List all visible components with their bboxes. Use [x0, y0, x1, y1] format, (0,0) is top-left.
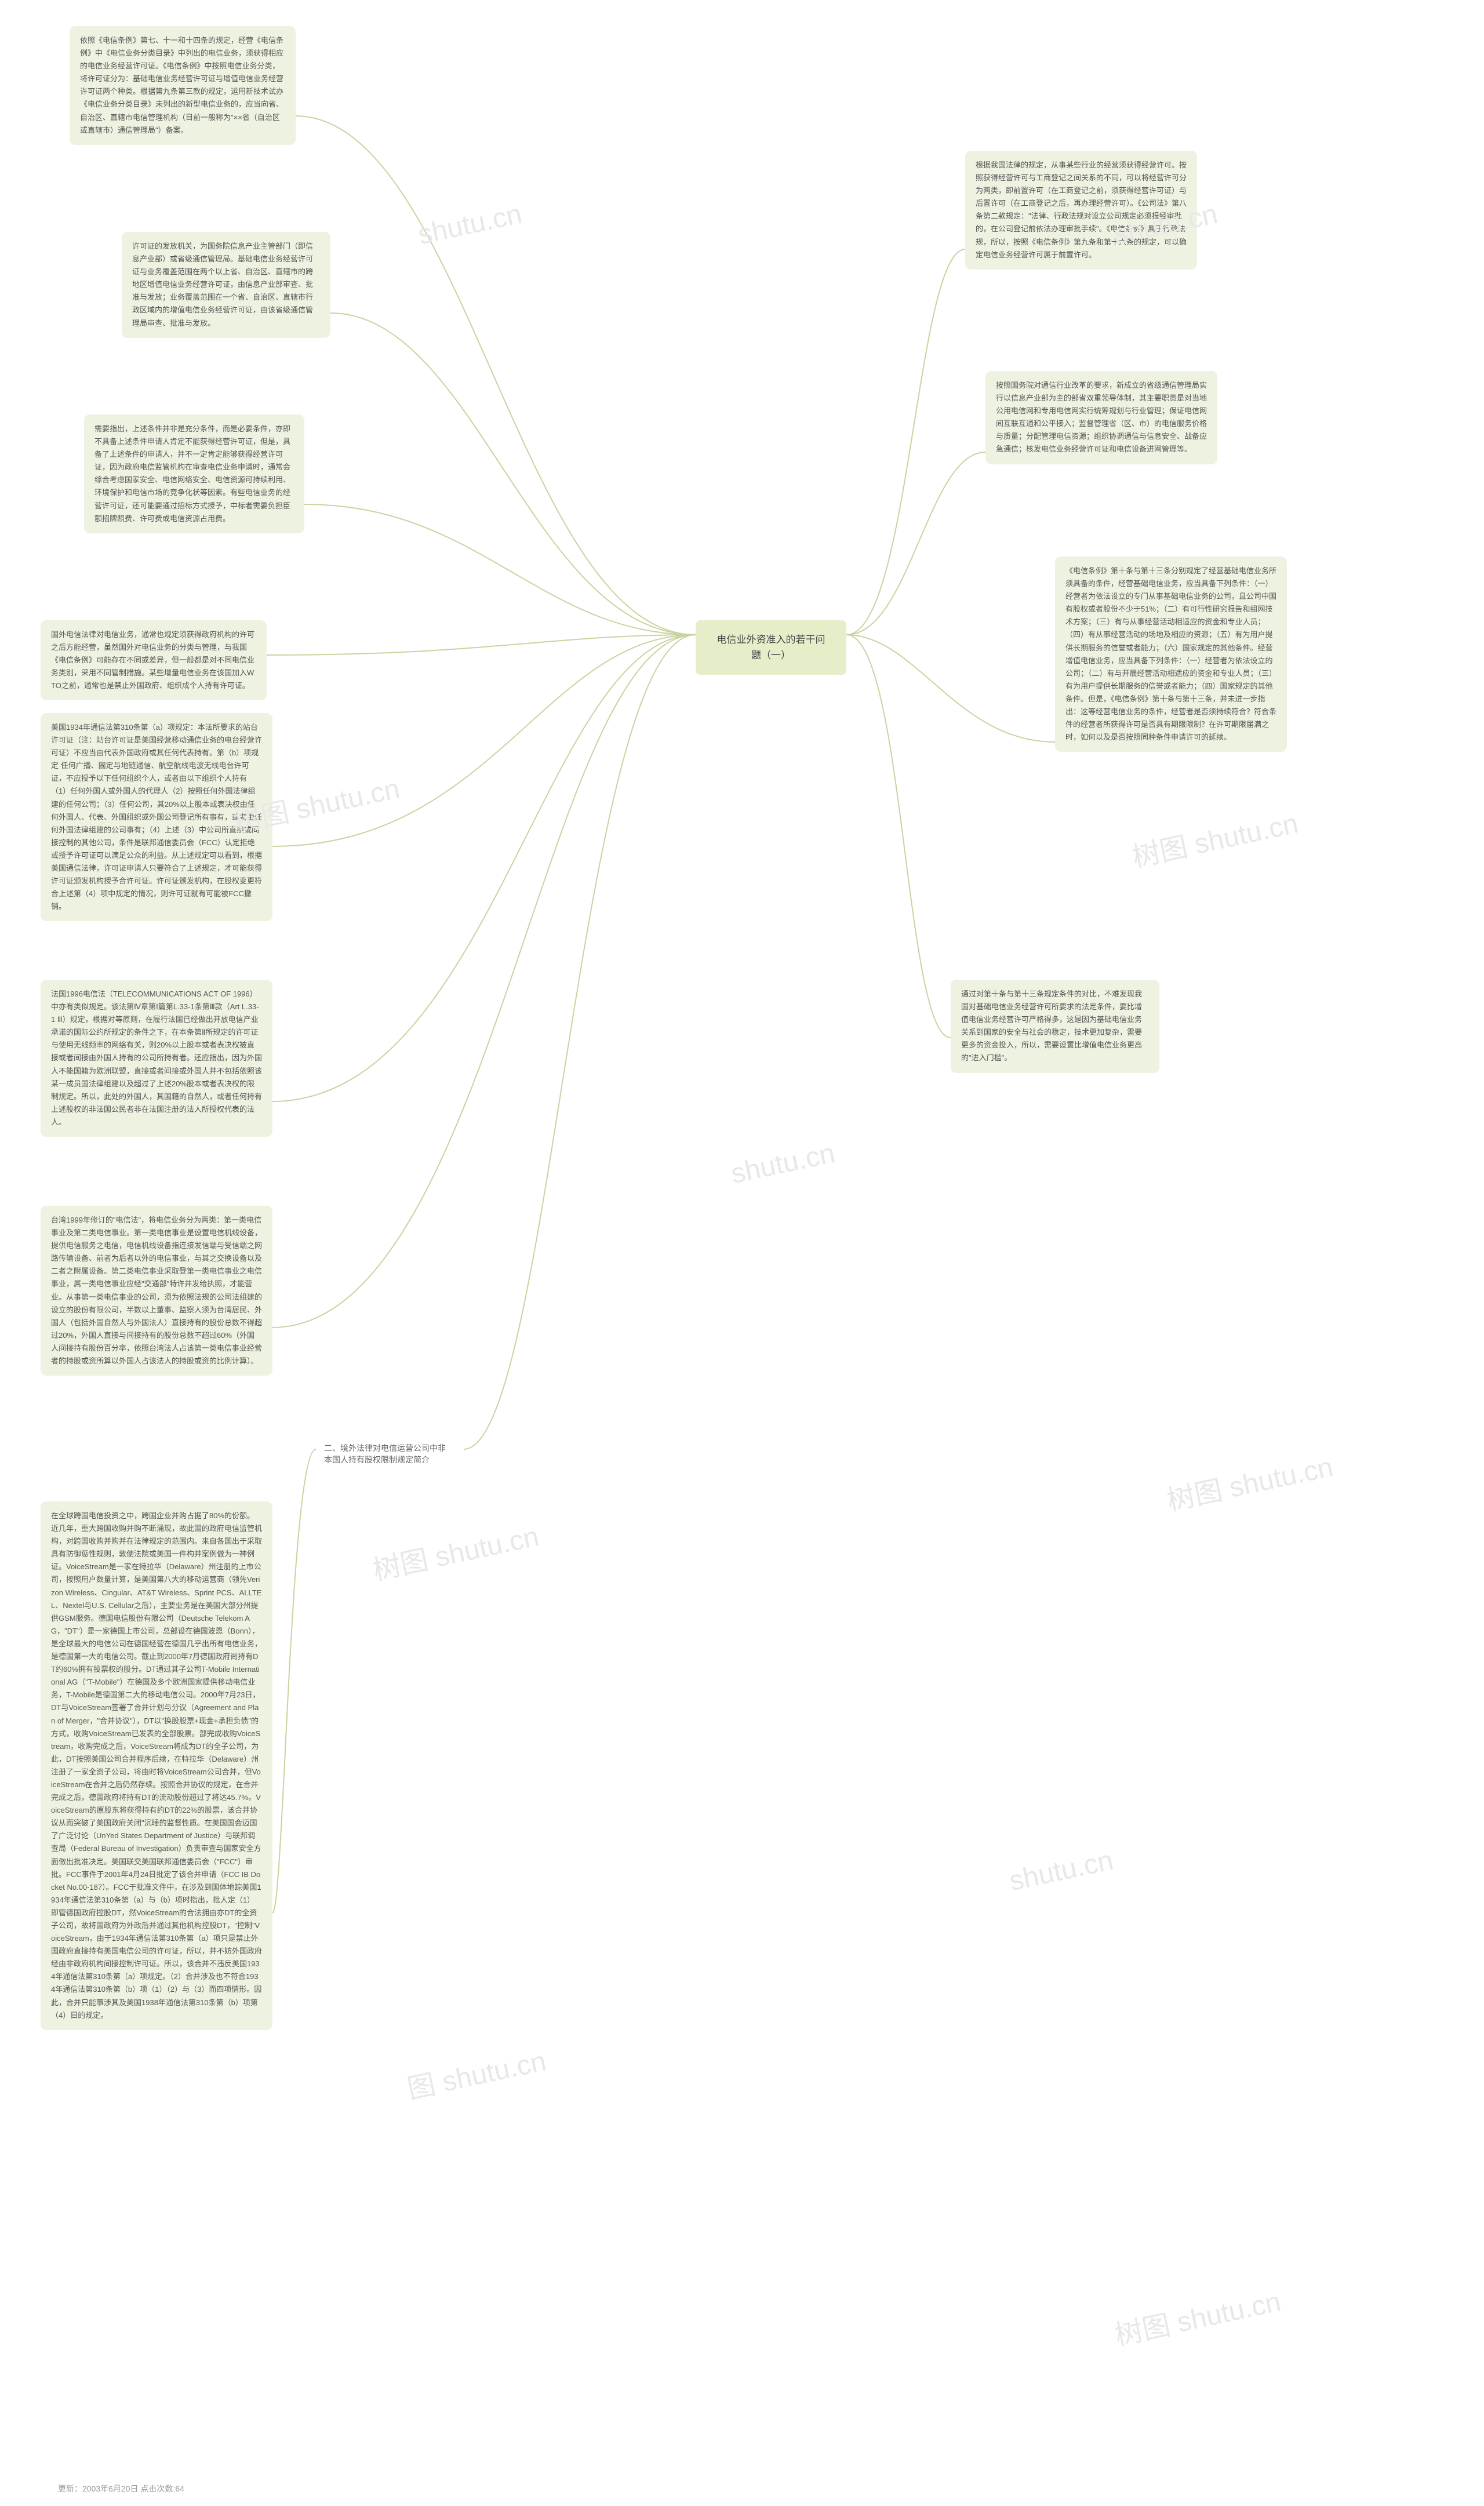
node-text: 美国1934年通信法第310条第（a）项规定：本法所要求的站台许可证（注：站台许…: [51, 723, 262, 911]
right-node-4[interactable]: 通过对第十条与第十三条规定条件的对比，不难发现我国对基础电信业务经营许可所要求的…: [951, 980, 1159, 1073]
left-node-1[interactable]: 依照《电信条例》第七、十一和十四条的规定，经营《电信条例》中《电信业务分类目录》…: [70, 26, 296, 145]
node-text: 通过对第十条与第十三条规定条件的对比，不难发现我国对基础电信业务经营许可所要求的…: [961, 990, 1142, 1062]
node-text: 国外电信法律对电信业务，通常也规定须获得政府机构的许可之后方能经营，虽然国外对电…: [51, 630, 254, 690]
watermark: 树图 shutu.cn: [369, 1514, 542, 1588]
left-node-7[interactable]: 台湾1999年修订的"电信法"，将电信业务分为两类：第一类电信事业及第二类电信事…: [41, 1206, 272, 1376]
node-text: 《电信条例》第十条与第十三条分别规定了经营基础电信业务所须具备的条件，经营基础电…: [1065, 566, 1276, 741]
node-text: 台湾1999年修订的"电信法"，将电信业务分为两类：第一类电信事业及第二类电信事…: [51, 1216, 262, 1365]
left-node-6[interactable]: 法国1996电信法（TELECOMMUNICATIONS ACT OF 1996…: [41, 980, 272, 1137]
branch-label[interactable]: 二、境外法律对电信运营公司中非本国人持有股权限制规定简介: [316, 1438, 478, 1470]
node-text: 按照国务院对通信行业改革的要求，新成立的省级通信管理局实行以信息产业部为主的部省…: [996, 381, 1207, 453]
right-node-1[interactable]: 根据我国法律的规定，从事某些行业的经营须获得经营许可。按照获得经营许可与工商登记…: [965, 151, 1197, 270]
watermark: shutu.cn: [1006, 1845, 1116, 1898]
node-text: 法国1996电信法（TELECOMMUNICATIONS ACT OF 1996…: [51, 990, 262, 1126]
left-node-8[interactable]: 在全球跨国电信投资之中，跨国企业并购占据了80%的份额。近几年，重大跨国收购并购…: [41, 1501, 272, 2030]
watermark: 树图 shutu.cn: [1128, 801, 1301, 875]
node-text: 在全球跨国电信投资之中，跨国企业并购占据了80%的份额。近几年，重大跨国收购并购…: [51, 1511, 262, 2020]
branch-text: 二、境外法律对电信运营公司中非本国人持有股权限制规定简介: [324, 1443, 446, 1464]
left-node-2[interactable]: 许可证的发放机关，为国务院信息产业主管部门（即信息产业部）或省级通信管理局。基础…: [122, 232, 330, 338]
node-text: 根据我国法律的规定，从事某些行业的经营须获得经营许可。按照获得经营许可与工商登记…: [976, 161, 1187, 259]
right-node-3[interactable]: 《电信条例》第十条与第十三条分别规定了经营基础电信业务所须具备的条件，经营基础电…: [1055, 557, 1287, 752]
node-text: 许可证的发放机关，为国务院信息产业主管部门（即信息产业部）或省级通信管理局。基础…: [132, 242, 313, 328]
central-title: 电信业外资准入的若干问题（一）: [717, 634, 825, 661]
left-node-5[interactable]: 美国1934年通信法第310条第（a）项规定：本法所要求的站台许可证（注：站台许…: [41, 713, 272, 921]
right-node-2[interactable]: 按照国务院对通信行业改革的要求，新成立的省级通信管理局实行以信息产业部为主的部省…: [985, 371, 1217, 464]
footer-text: 更新：2003年6月20日 点击次数:64: [58, 2484, 184, 2493]
node-text: 依照《电信条例》第七、十一和十四条的规定，经营《电信条例》中《电信业务分类目录》…: [80, 36, 283, 134]
watermark: shutu.cn: [415, 198, 525, 252]
left-node-3[interactable]: 需要指出，上述条件并非是充分条件，而是必要条件，亦即不具备上述条件申请人肯定不能…: [84, 414, 304, 533]
left-node-4[interactable]: 国外电信法律对电信业务，通常也规定须获得政府机构的许可之后方能经营，虽然国外对电…: [41, 620, 267, 700]
watermark: 图 shutu.cn: [403, 2038, 549, 2107]
footer-info: 更新：2003年6月20日 点击次数:64: [58, 2483, 184, 2494]
watermark: 树图 shutu.cn: [1163, 1444, 1336, 1519]
node-text: 需要指出，上述条件并非是充分条件，而是必要条件，亦即不具备上述条件申请人肯定不能…: [94, 424, 290, 523]
watermark: 树图 shutu.cn: [1111, 2279, 1284, 2354]
watermark: shutu.cn: [728, 1137, 838, 1191]
central-topic[interactable]: 电信业外资准入的若干问题（一）: [696, 620, 846, 675]
